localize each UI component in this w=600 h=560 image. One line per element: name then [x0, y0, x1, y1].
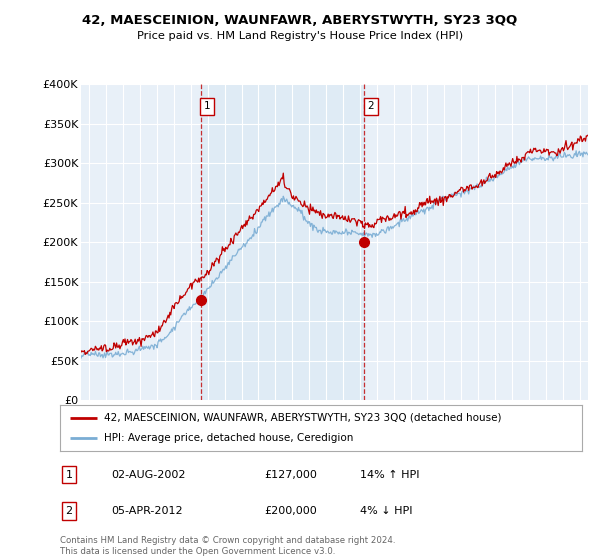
Text: Contains HM Land Registry data © Crown copyright and database right 2024.
This d: Contains HM Land Registry data © Crown c… [60, 536, 395, 556]
Text: 1: 1 [65, 470, 73, 479]
Text: 02-AUG-2002: 02-AUG-2002 [111, 470, 185, 479]
Text: 1: 1 [204, 101, 211, 111]
Text: HPI: Average price, detached house, Ceredigion: HPI: Average price, detached house, Cere… [104, 433, 354, 443]
Text: 14% ↑ HPI: 14% ↑ HPI [360, 470, 419, 479]
Text: 2: 2 [368, 101, 374, 111]
Bar [200, 84, 364, 400]
Text: 4% ↓ HPI: 4% ↓ HPI [360, 506, 413, 516]
Text: 42, MAESCEINION, WAUNFAWR, ABERYSTWYTH, SY23 3QQ: 42, MAESCEINION, WAUNFAWR, ABERYSTWYTH, … [82, 14, 518, 27]
Text: Price paid vs. HM Land Registry's House Price Index (HPI): Price paid vs. HM Land Registry's House … [137, 31, 463, 41]
Text: 42, MAESCEINION, WAUNFAWR, ABERYSTWYTH, SY23 3QQ (detached house): 42, MAESCEINION, WAUNFAWR, ABERYSTWYTH, … [104, 413, 502, 423]
Text: £127,000: £127,000 [264, 470, 317, 479]
Text: £200,000: £200,000 [264, 506, 317, 516]
Text: 05-APR-2012: 05-APR-2012 [111, 506, 182, 516]
Text: 2: 2 [65, 506, 73, 516]
